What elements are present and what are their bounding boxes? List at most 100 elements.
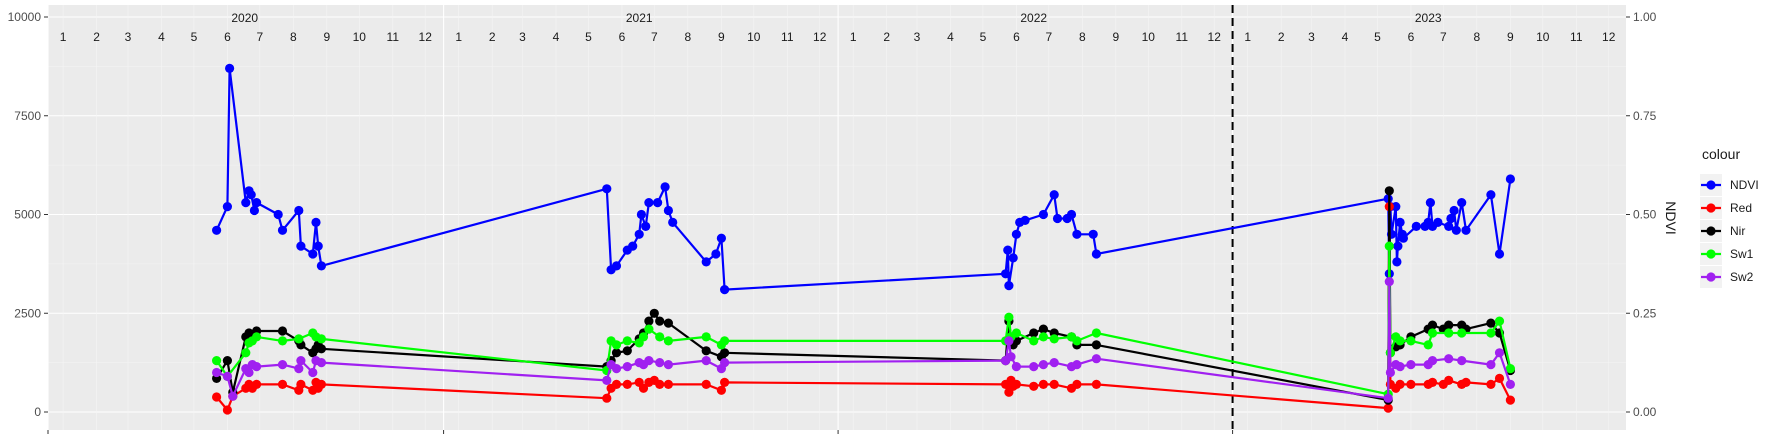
y-tick-label: 10000 <box>8 10 42 24</box>
data-point-sw1 <box>252 332 262 342</box>
month-label: 8 <box>685 30 692 44</box>
data-point-sw1 <box>294 334 304 344</box>
month-label: 8 <box>1474 30 1481 44</box>
data-point-red <box>1505 395 1515 405</box>
data-point-ndvi <box>222 202 232 212</box>
data-point-sw2 <box>602 375 612 385</box>
data-point-ndvi <box>1457 198 1467 208</box>
data-point-ndvi <box>1066 209 1077 220</box>
data-point-ndvi <box>1444 221 1454 231</box>
legend-label-red: Red <box>1730 201 1752 215</box>
month-label: 11 <box>781 30 794 44</box>
data-point-nir <box>1486 318 1496 328</box>
data-point-ndvi <box>663 205 674 216</box>
year-label: 2023 <box>1415 11 1442 25</box>
legend: colour NDVI Red Nir Sw1 Sw2 <box>1700 146 1759 288</box>
data-point-ndvi <box>660 182 670 192</box>
data-point-ndvi <box>668 217 678 227</box>
data-point-ndvi <box>1505 174 1515 184</box>
data-point-red <box>222 405 232 415</box>
data-point-red <box>663 379 674 389</box>
data-point-ndvi <box>225 63 235 73</box>
year-label: 2021 <box>626 11 653 25</box>
month-label: 10 <box>747 30 761 44</box>
month-label: 12 <box>1208 30 1222 44</box>
data-point-ndvi <box>1395 217 1405 227</box>
month-label: 4 <box>947 30 954 44</box>
month-label: 3 <box>125 30 132 44</box>
data-point-ndvi <box>277 225 288 235</box>
data-point-nir <box>701 346 711 356</box>
data-point-sw1 <box>1029 336 1039 346</box>
data-point-nir <box>720 348 730 358</box>
data-point-nir <box>611 348 622 358</box>
data-point-nir <box>649 308 659 318</box>
data-point-nir <box>644 316 654 326</box>
data-point-sw1 <box>638 332 649 342</box>
legend-point-nir <box>1706 226 1716 236</box>
data-point-sw1 <box>663 336 674 346</box>
data-point-red <box>602 393 612 403</box>
data-point-ndvi <box>1088 229 1098 239</box>
data-point-sw1 <box>720 336 730 346</box>
data-point-ndvi <box>1091 249 1101 259</box>
month-label: 4 <box>1342 30 1349 44</box>
data-point-ndvi <box>1008 253 1018 263</box>
data-point-sw2 <box>1395 362 1405 372</box>
month-label: 5 <box>585 30 592 44</box>
data-point-ndvi <box>716 233 727 243</box>
month-label: 4 <box>553 30 560 44</box>
data-point-ndvi <box>602 184 612 194</box>
data-point-sw2 <box>1486 360 1496 370</box>
data-point-nir <box>1038 324 1048 334</box>
data-point-sw2 <box>1444 354 1454 364</box>
data-point-sw2 <box>1383 393 1393 403</box>
month-label: 11 <box>1176 30 1189 44</box>
data-point-ndvi <box>246 190 256 200</box>
data-point-ndvi <box>252 198 262 208</box>
data-point-sw2 <box>296 356 306 366</box>
data-point-red <box>1091 379 1101 389</box>
data-point-sw1 <box>1011 328 1022 338</box>
data-point-sw1 <box>1049 334 1059 344</box>
data-point-ndvi <box>1393 241 1403 251</box>
data-point-nir <box>1091 340 1101 350</box>
data-point-ndvi <box>1494 249 1505 259</box>
series-line-sw1 <box>215 245 1512 396</box>
data-point-red <box>1049 379 1059 389</box>
data-point-ndvi <box>1020 215 1030 225</box>
data-point-ndvi <box>1449 205 1459 216</box>
data-point-red <box>716 385 727 395</box>
data-point-ndvi <box>1425 198 1435 208</box>
data-point-nir <box>1427 320 1438 330</box>
data-point-ndvi <box>311 217 321 227</box>
data-point-red <box>1444 375 1454 385</box>
data-point-ndvi <box>1486 190 1496 200</box>
data-point-sw2 <box>611 364 622 374</box>
y2-tick-label: 0.25 <box>1633 306 1657 320</box>
data-point-red <box>1072 379 1082 389</box>
legend-label-sw1: Sw1 <box>1730 247 1754 261</box>
data-point-ndvi <box>296 241 306 251</box>
legend-label-sw2: Sw2 <box>1730 270 1754 284</box>
data-point-red <box>252 379 262 389</box>
data-point-red <box>622 379 632 389</box>
month-label: 8 <box>1079 30 1086 44</box>
data-point-ndvi <box>1391 202 1401 212</box>
data-point-sw2 <box>277 360 288 370</box>
data-point-sw1 <box>1444 328 1454 338</box>
data-point-red <box>1406 379 1416 389</box>
month-label: 12 <box>419 30 433 44</box>
data-point-sw2 <box>1011 362 1022 372</box>
data-point-sw1 <box>1004 312 1014 322</box>
data-point-nir <box>622 346 632 356</box>
data-point-sw1 <box>1406 336 1416 346</box>
data-point-ndvi <box>1433 217 1443 227</box>
y2-tick-label: 1.00 <box>1633 10 1657 24</box>
data-point-sw1 <box>1072 336 1082 346</box>
data-point-sw1 <box>701 332 711 342</box>
month-label: 1 <box>455 30 462 44</box>
data-point-ndvi <box>1004 281 1014 291</box>
data-point-sw2 <box>1049 358 1059 368</box>
data-point-ndvi <box>273 209 283 220</box>
